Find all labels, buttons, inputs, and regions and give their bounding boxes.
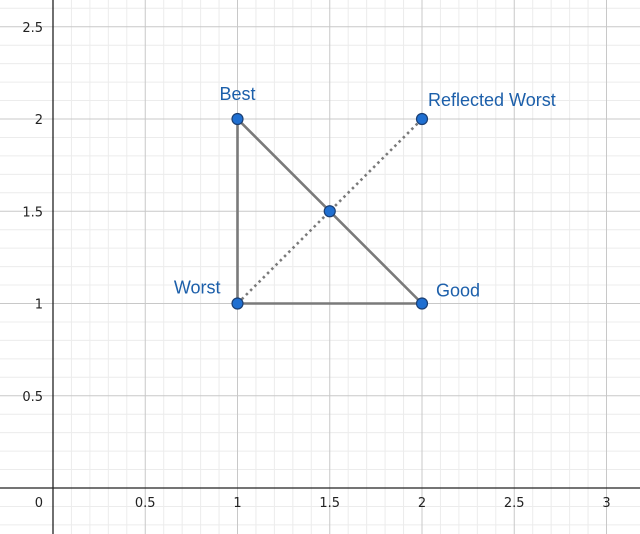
point-label-best: Best bbox=[219, 84, 255, 104]
x-tick-label: 1 bbox=[233, 496, 241, 511]
tick-labels: 0.5 1 1.5 2 2.5 3 0.5 1 1.5 2 2.5 0 bbox=[22, 21, 610, 511]
point-reflected-worst bbox=[415, 112, 429, 126]
point-labels: Best Worst Good Reflected Worst bbox=[174, 84, 556, 301]
y-tick-label: 0.5 bbox=[22, 390, 43, 405]
data-points bbox=[231, 112, 429, 310]
point-best bbox=[231, 112, 244, 126]
x-tick-label: 3 bbox=[602, 496, 610, 511]
origin-label: 0 bbox=[35, 496, 43, 511]
y-tick-label: 1.5 bbox=[22, 205, 43, 220]
point-centroid bbox=[323, 205, 336, 218]
x-tick-label: 2.5 bbox=[504, 496, 525, 511]
y-tick-label: 1 bbox=[35, 298, 43, 313]
y-tick-label: 2.5 bbox=[22, 21, 43, 36]
point-worst bbox=[231, 297, 244, 310]
y-tick-label: 2 bbox=[35, 113, 43, 128]
reflection-line bbox=[236, 118, 423, 305]
x-tick-label: 1.5 bbox=[319, 496, 340, 511]
point-label-worst: Worst bbox=[174, 278, 221, 298]
x-tick-label: 0.5 bbox=[135, 496, 156, 511]
point-label-reflected-worst: Reflected Worst bbox=[428, 90, 556, 110]
point-good bbox=[415, 297, 429, 310]
point-label-good: Good bbox=[436, 281, 480, 301]
x-tick-label: 2 bbox=[418, 496, 426, 511]
